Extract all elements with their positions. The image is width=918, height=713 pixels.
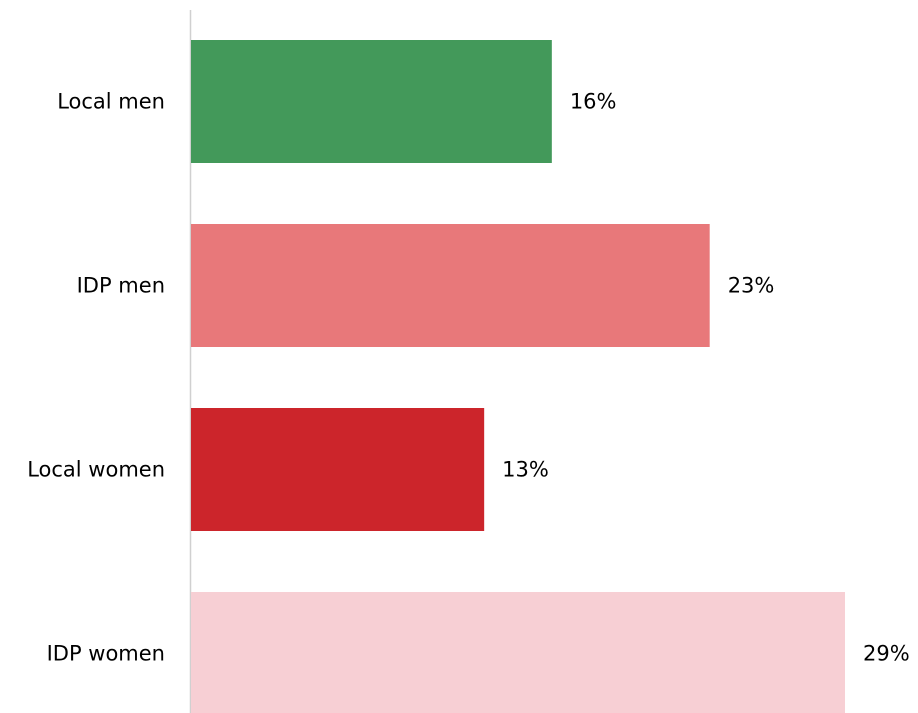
category-label-local-women: Local women: [27, 458, 165, 482]
value-label-idp-women: 29%: [863, 642, 910, 666]
labels-group: Local men 16% IDP men 23% Local women 13% IDP …: [27, 90, 910, 666]
value-label-local-women: 13%: [502, 458, 549, 482]
category-label-idp-men: IDP men: [77, 274, 165, 298]
category-label-local-men: Local men: [57, 90, 165, 114]
value-label-local-men: 16%: [570, 90, 617, 114]
bar-idp-women: [191, 592, 845, 713]
bars-group: [191, 40, 845, 713]
value-label-idp-men: 23%: [728, 274, 775, 298]
bar-local-women: [191, 408, 485, 531]
category-label-idp-women: IDP women: [47, 642, 165, 666]
bar-idp-men: [191, 224, 710, 347]
bar-local-men: [191, 40, 552, 163]
